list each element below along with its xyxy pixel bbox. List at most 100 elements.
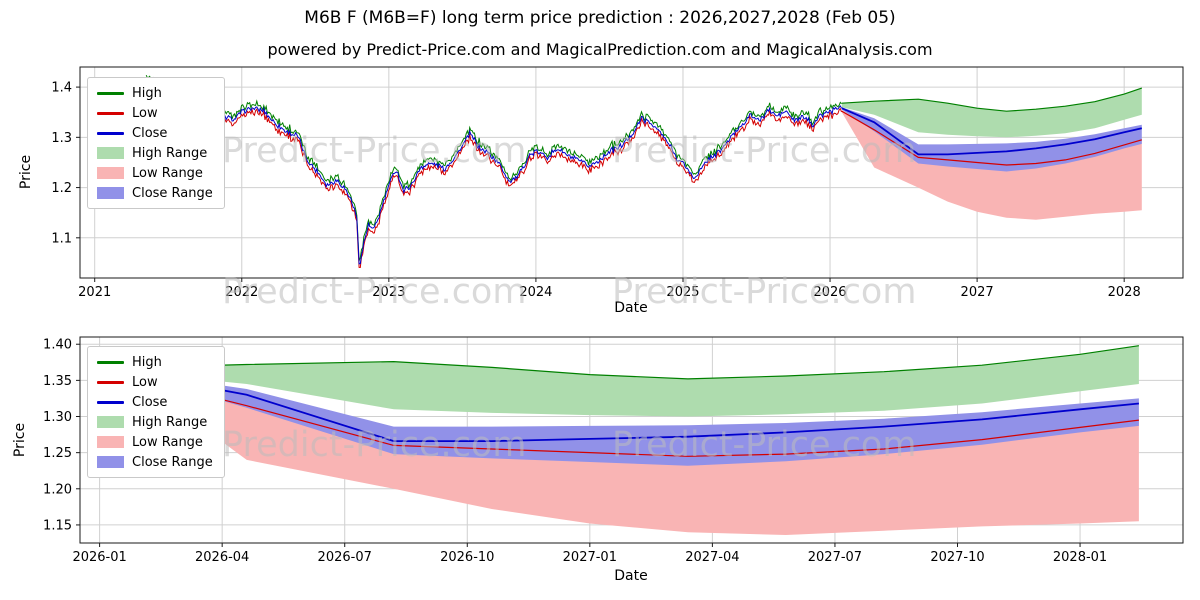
top-high-range-band [841, 88, 1142, 138]
x-tick-label: 2028 [1108, 285, 1141, 300]
legend-item-low: Low [97, 105, 213, 121]
legend-item-low: Low [97, 374, 213, 390]
chart-title: M6B F (M6B=F) long term price prediction… [304, 8, 896, 28]
bottom-chart-ylabel: Price [12, 422, 28, 458]
legend-label: Close [132, 394, 168, 410]
bottom-axes-frame [79, 336, 1184, 544]
bottom-x-axis: 2026-01 2026-04 2026-07 2026-10 2027-01 2027-… [72, 543, 1107, 565]
x-tick-label: 2026-07 [318, 550, 372, 565]
x-tick-label: 2027-01 [563, 550, 617, 565]
top-predicted-low-line [841, 110, 1142, 166]
top-chart: 2021 2022 2023 2024 2025 2026 2027 20281.11.21.… [51, 66, 1184, 300]
top-predicted-high-line [841, 87, 1142, 112]
x-tick-label: 2027-07 [808, 550, 862, 565]
y-tick-label: 1.2 [51, 181, 72, 196]
bottom-predicted-low-line [138, 378, 1139, 457]
y-tick-label: 1.15 [43, 518, 72, 533]
legend-item-close-range: Close Range [97, 185, 213, 201]
legend-line-swatch [97, 360, 124, 364]
legend-item-high-range: High Range [97, 145, 213, 161]
legend-item-low-range: Low Range [97, 434, 213, 450]
x-tick-label: 2024 [519, 285, 552, 300]
legend-item-high-range: High Range [97, 414, 213, 430]
x-tick-label: 2026 [813, 285, 846, 300]
watermark-text: Predict-Price.com [222, 131, 526, 171]
bottom-y-axis: 1.40 1.35 1.30 1.25 1.20 1.15 [43, 338, 80, 533]
legend-label: High Range [132, 414, 208, 430]
watermark-text: Predict-Price.com [612, 131, 916, 171]
legend-patch-swatch [97, 456, 124, 468]
watermark-text: Predict-Price.com [222, 425, 526, 465]
top-y-axis: 1.1 1.2 1.3 1.4 [51, 81, 80, 246]
bottom-chart-legend: High Low Close High Range Low Range Close Ran… [87, 346, 225, 478]
top-close-range-band [841, 107, 1142, 172]
y-tick-label: 1.25 [43, 446, 72, 461]
watermark-text: Predict-Price.com [612, 425, 916, 465]
y-tick-label: 1.20 [43, 482, 72, 497]
y-tick-label: 1.1 [51, 231, 72, 246]
legend-line-swatch [97, 91, 124, 95]
x-tick-label: 2027-04 [685, 550, 739, 565]
legend-item-close: Close [97, 394, 213, 410]
legend-patch-swatch [97, 167, 124, 179]
chart-subtitle: powered by Predict-Price.com and Magical… [267, 40, 933, 59]
bottom-predicted-high-line [138, 345, 1139, 380]
y-tick-label: 1.3 [51, 131, 72, 146]
legend-label: High Range [132, 145, 208, 161]
legend-line-swatch [97, 131, 124, 135]
x-tick-label: 2026-10 [440, 550, 494, 565]
history-high-line [145, 74, 842, 261]
legend-label: Low Range [132, 165, 203, 181]
legend-line-swatch [97, 111, 124, 115]
bottom-chart-xlabel: Date [614, 568, 648, 584]
legend-label: Close Range [132, 185, 213, 201]
top-x-axis: 2021 2022 2023 2024 2025 2026 2027 2028 [78, 278, 1141, 300]
x-tick-label: 2027-10 [930, 550, 984, 565]
legend-line-swatch [97, 380, 124, 384]
x-tick-label: 2021 [78, 285, 111, 300]
watermarks: Predict-Price.com Predict-Price.com Predic… [222, 131, 916, 465]
legend-item-close: Close [97, 125, 213, 141]
bottom-predicted-close-line [138, 373, 1139, 443]
legend-item-high: High [97, 85, 213, 101]
legend-label: Low Range [132, 434, 203, 450]
top-chart-xlabel: Date [614, 300, 648, 316]
y-tick-label: 1.30 [43, 410, 72, 425]
legend-label: Low [132, 105, 158, 121]
legend-item-low-range: Low Range [97, 165, 213, 181]
bottom-chart: 2026-01 2026-04 2026-07 2026-10 2027-01 2027-… [43, 336, 1184, 565]
x-tick-label: 2025 [666, 285, 699, 300]
top-chart-legend: High Low Close High Range Low Range Close Ran… [87, 77, 225, 209]
legend-patch-swatch [97, 416, 124, 428]
top-plot-area [145, 74, 1142, 269]
legend-item-high: High [97, 354, 213, 370]
legend-label: High [132, 354, 162, 370]
legend-patch-swatch [97, 147, 124, 159]
history-low-line [145, 83, 842, 269]
y-tick-label: 1.40 [43, 338, 72, 353]
x-tick-label: 2028-01 [1053, 550, 1107, 565]
watermark-text: Predict-Price.com [222, 272, 526, 312]
legend-label: High [132, 85, 162, 101]
legend-item-close-range: Close Range [97, 454, 213, 470]
legend-label: Close [132, 125, 168, 141]
legend-patch-swatch [97, 187, 124, 199]
x-tick-label: 2026-01 [72, 550, 126, 565]
legend-line-swatch [97, 400, 124, 404]
top-chart-ylabel: Price [18, 154, 34, 190]
legend-label: Close Range [132, 454, 213, 470]
legend-label: Low [132, 374, 158, 390]
history-close-line [145, 78, 842, 265]
bottom-high-range-band [138, 345, 1139, 417]
x-tick-label: 2026-04 [195, 550, 249, 565]
legend-patch-swatch [97, 436, 124, 448]
y-tick-label: 1.35 [43, 374, 72, 389]
x-tick-label: 2023 [372, 285, 405, 300]
bottom-close-range-band [138, 373, 1139, 466]
bottom-plot-area [138, 345, 1139, 535]
top-predicted-close-line [841, 107, 1142, 156]
top-axes-frame [79, 66, 1184, 279]
x-tick-label: 2027 [961, 285, 994, 300]
